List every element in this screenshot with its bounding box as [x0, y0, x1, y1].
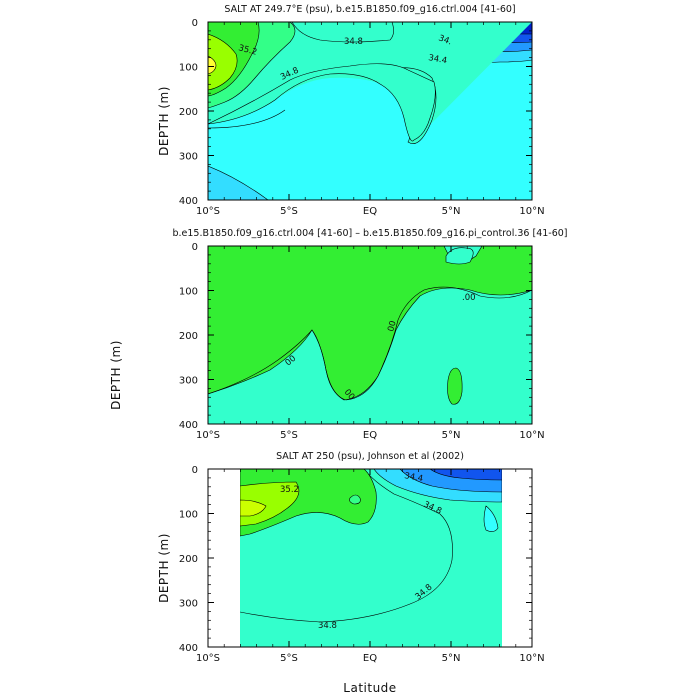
y-tick-label: 0	[192, 465, 198, 476]
x-tick-label: 10°N	[519, 653, 544, 664]
x-tick-label: 10°S	[196, 430, 220, 441]
x-tick-label: EQ	[363, 653, 377, 664]
y-tick-label: 100	[179, 510, 198, 521]
y-tick-label: 200	[179, 331, 198, 342]
y-tick-label: 100	[179, 287, 198, 298]
panel-3-contour-35-4	[239, 499, 267, 517]
panel-1-region-34-8-lobe	[208, 22, 532, 144]
panel-2-negative-patch-north	[445, 247, 474, 265]
y-tick-label: 300	[179, 152, 198, 163]
panel-2-contour-label: 00	[386, 320, 398, 333]
panel-1: SALT AT 249.7°E (psu), b.e15.B1850.f09_g…	[157, 4, 545, 217]
y-tick-label: 0	[192, 242, 198, 253]
y-tick-label: 200	[179, 107, 198, 118]
y-axis-label: DEPTH (m)	[157, 86, 171, 156]
y-tick-label: 400	[179, 420, 198, 431]
panel-2: b.e15.B1850.f09_g16.ctrl.004 [41-60] – b…	[109, 228, 568, 441]
panel-3-contour-label: 35.2	[280, 485, 299, 495]
x-tick-label: 5°S	[280, 206, 298, 217]
panel-1-contour-35-4	[208, 33, 238, 91]
y-tick-label: 300	[179, 599, 198, 610]
x-axis-label: Latitude	[343, 681, 396, 695]
x-tick-label: 10°S	[196, 206, 220, 217]
panel-3-contour-33-6	[429, 469, 503, 481]
panel-3-fresh-patch-east	[483, 505, 499, 532]
panel-2-positive-patch	[447, 367, 463, 405]
panel-2-zero-contour	[208, 286, 532, 401]
x-tick-label: 5°N	[442, 430, 461, 441]
panel-1-contour-35-6	[208, 55, 217, 75]
x-tick-label: 5°N	[442, 653, 461, 664]
y-tick-label: 200	[179, 554, 198, 565]
panel-2-contour-label: .00	[462, 293, 476, 303]
y-tick-label: 100	[179, 63, 198, 74]
panel-3-small-high-patch	[349, 494, 361, 505]
panel-3-plot-area	[208, 469, 532, 647]
panel-2-axes: 10°S 5°S EQ 5°N 10°N 0 100 200 300 400 DEPTH (m)	[109, 242, 545, 441]
panel-1-contour-label: 34.	[437, 33, 453, 47]
x-tick-label: 10°S	[196, 653, 220, 664]
y-tick-label: 400	[179, 196, 198, 207]
y-tick-label: 400	[179, 643, 198, 654]
panel-3-contour-line-34-8	[239, 469, 453, 623]
y-tick-label: 0	[192, 18, 198, 29]
panel-1-contour-34-8-lower	[208, 63, 436, 142]
panel-3-title: SALT AT 250 (psu), Johnson et al (2002)	[276, 451, 464, 462]
x-tick-label: 5°N	[442, 206, 461, 217]
y-axis-label: DEPTH (m)	[109, 340, 123, 410]
panel-1-contour-label: 34.8	[344, 37, 363, 47]
panel-1-contour-label: 34.4	[427, 53, 447, 66]
x-tick-label: 5°S	[280, 653, 298, 664]
panel-1-title: SALT AT 249.7°E (psu), b.e15.B1850.f09_g…	[224, 4, 515, 15]
panel-2-plot-area	[208, 246, 532, 424]
x-tick-label: 10°N	[519, 430, 544, 441]
panel-1-plot-area	[208, 22, 532, 200]
x-tick-label: 5°S	[280, 430, 298, 441]
panel-1-axes: 10°S 5°S EQ 5°N 10°N 0 100 200 300 400 DEPTH (m)	[157, 18, 545, 217]
panel-1-contour-line-34-8-south	[208, 109, 286, 129]
panel-1-contour-line-34-8-top	[291, 22, 394, 43]
y-axis-label: DEPTH (m)	[157, 533, 171, 603]
y-tick-label: 300	[179, 376, 198, 387]
panel-3-contour-label: 34.4	[403, 471, 423, 484]
panel-3: SALT AT 250 (psu), Johnson et al (2002) …	[157, 451, 545, 695]
panel-3-contour-label: 34.8	[318, 621, 337, 631]
panel-1-contour-label: 35.2	[237, 43, 258, 58]
panel-3-axes: 10°S 5°S EQ 5°N 10°N 0 100 200 300 400 DEPTH (m)	[157, 465, 545, 664]
x-tick-label: 10°N	[519, 206, 544, 217]
panel-2-title: b.e15.B1850.f09_g16.ctrl.004 [41-60] – b…	[172, 228, 567, 239]
x-tick-label: EQ	[363, 430, 377, 441]
x-tick-label: EQ	[363, 206, 377, 217]
